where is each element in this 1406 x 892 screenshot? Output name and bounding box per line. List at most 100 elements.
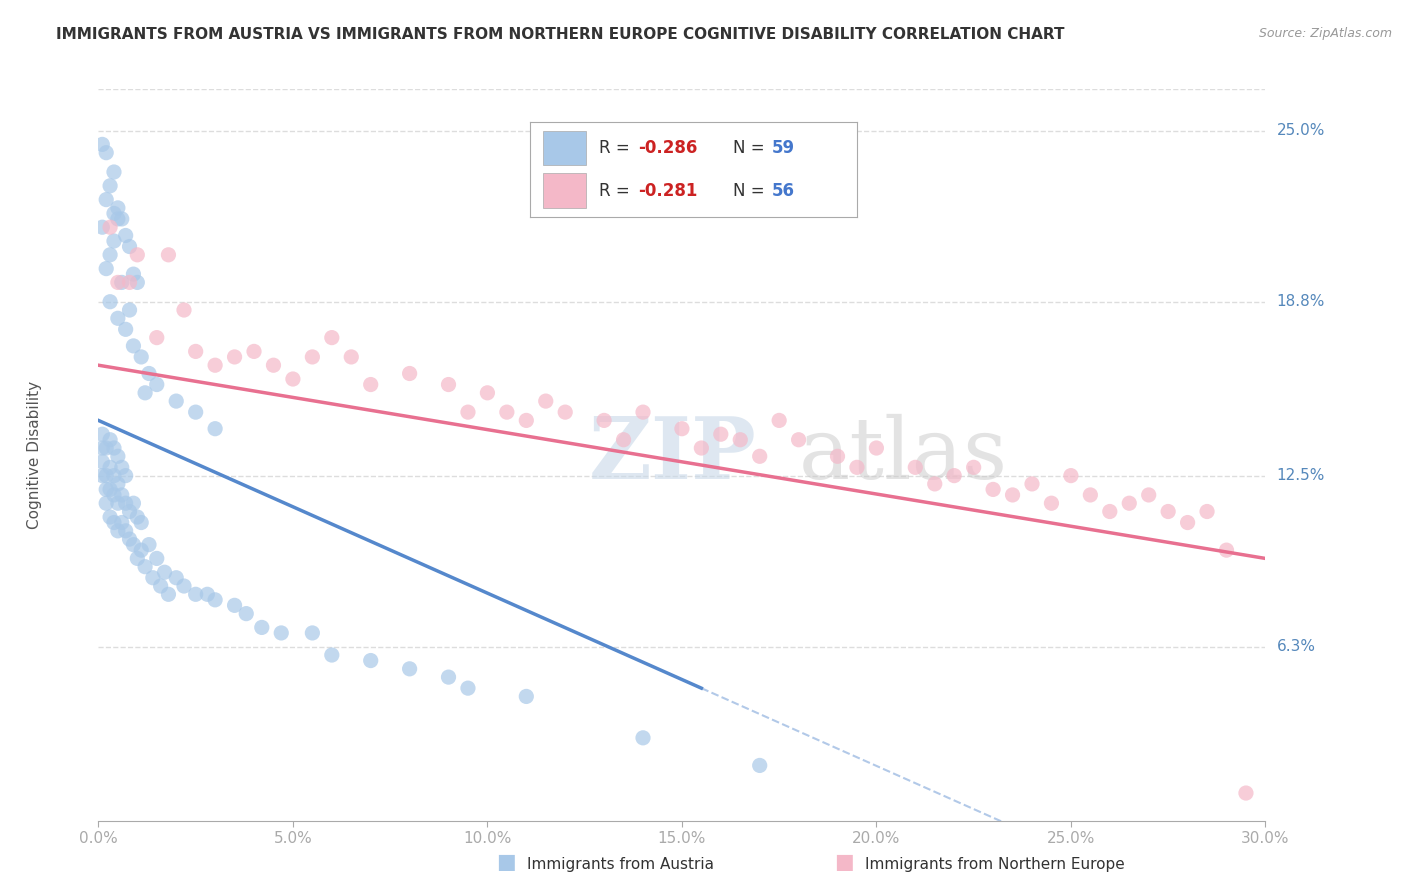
Point: [710, 427, 733, 442]
Text: ■: ■: [496, 853, 516, 872]
Point: [1157, 504, 1180, 518]
Text: Immigrants from Austria: Immigrants from Austria: [527, 857, 714, 872]
Point: [118, 239, 141, 253]
Point: [671, 422, 693, 436]
Point: [122, 538, 145, 552]
Point: [262, 358, 284, 372]
Point: [184, 344, 207, 359]
Point: [146, 377, 169, 392]
Point: [554, 405, 576, 419]
Point: [107, 476, 129, 491]
Point: [173, 579, 195, 593]
Point: [96, 193, 118, 207]
Point: [96, 468, 118, 483]
Text: atlas: atlas: [799, 413, 1008, 497]
Point: [96, 261, 118, 276]
Point: [107, 201, 129, 215]
Point: [103, 468, 125, 483]
Point: [827, 450, 849, 464]
Point: [149, 579, 172, 593]
Point: [224, 350, 246, 364]
Point: [865, 441, 887, 455]
Text: Immigrants from Northern Europe: Immigrants from Northern Europe: [865, 857, 1125, 872]
Point: [477, 385, 499, 400]
Point: [138, 538, 160, 552]
Text: 25.0%: 25.0%: [1277, 123, 1324, 138]
Point: [534, 394, 557, 409]
Point: [107, 311, 129, 326]
Point: [142, 571, 165, 585]
Point: [845, 460, 868, 475]
Point: [146, 330, 169, 344]
Point: [281, 372, 304, 386]
Point: [184, 405, 207, 419]
Point: [195, 587, 218, 601]
Point: [1001, 488, 1024, 502]
Point: [98, 510, 121, 524]
Point: [153, 566, 176, 580]
Point: [1234, 786, 1257, 800]
Point: [962, 460, 984, 475]
Point: [96, 145, 118, 160]
Point: [301, 626, 323, 640]
Point: [134, 559, 156, 574]
Point: [495, 405, 517, 419]
Point: [122, 496, 145, 510]
Point: [204, 592, 226, 607]
Point: [165, 394, 187, 409]
Point: [98, 460, 121, 475]
Point: [107, 276, 129, 290]
Point: [91, 468, 114, 483]
Point: [118, 303, 141, 318]
Point: [398, 662, 420, 676]
Point: [398, 367, 420, 381]
Point: [103, 234, 125, 248]
Point: [243, 344, 266, 359]
Point: [224, 599, 246, 613]
Point: [114, 228, 136, 243]
Point: [127, 248, 149, 262]
Point: [1098, 504, 1121, 518]
Point: [157, 248, 180, 262]
Point: [111, 488, 134, 502]
Point: [173, 303, 195, 318]
Point: [235, 607, 257, 621]
Point: [98, 220, 121, 235]
Point: [127, 276, 149, 290]
Point: [107, 524, 129, 538]
Point: [114, 524, 136, 538]
Text: 18.8%: 18.8%: [1277, 294, 1324, 310]
Point: [924, 476, 946, 491]
Point: [118, 504, 141, 518]
Text: Source: ZipAtlas.com: Source: ZipAtlas.com: [1258, 27, 1392, 40]
Point: [437, 377, 460, 392]
Point: [103, 206, 125, 220]
Point: [593, 413, 616, 427]
Point: [1021, 476, 1043, 491]
Point: [103, 516, 125, 530]
Point: [91, 441, 114, 455]
Text: 6.3%: 6.3%: [1277, 640, 1316, 654]
Point: [457, 681, 479, 695]
Point: [321, 330, 343, 344]
Point: [103, 488, 125, 502]
Point: [250, 620, 273, 634]
Point: [127, 510, 149, 524]
Point: [98, 248, 121, 262]
Point: [138, 367, 160, 381]
Point: [301, 350, 323, 364]
Point: [98, 178, 121, 193]
Point: [787, 433, 810, 447]
Point: [515, 690, 537, 704]
Point: [129, 516, 152, 530]
Point: [98, 294, 121, 309]
Point: [730, 433, 752, 447]
Text: Cognitive Disability: Cognitive Disability: [27, 381, 42, 529]
Point: [1215, 543, 1237, 558]
Point: [103, 165, 125, 179]
Point: [1118, 496, 1140, 510]
Point: [122, 267, 145, 281]
Point: [107, 211, 129, 226]
Text: ZIP: ZIP: [589, 413, 756, 497]
Point: [768, 413, 790, 427]
